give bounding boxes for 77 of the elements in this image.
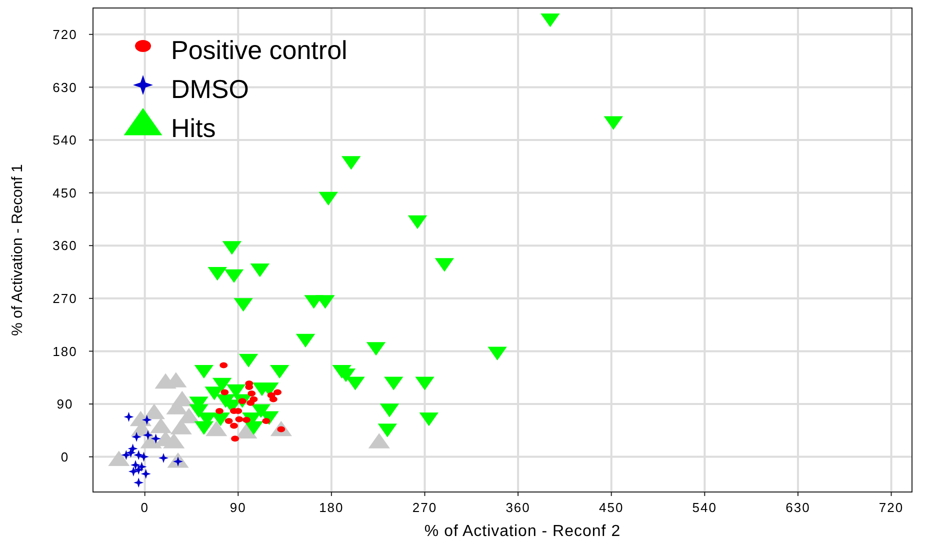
point: [366, 342, 386, 356]
point: [158, 452, 168, 463]
point: [270, 364, 290, 379]
point: [316, 295, 335, 309]
point: [604, 116, 624, 130]
point: [234, 298, 253, 312]
point: [242, 416, 250, 423]
x-tick-label: 450: [599, 500, 624, 515]
x-tick-label: 0: [140, 500, 149, 515]
point: [134, 450, 144, 460]
x-tick-label: 270: [412, 500, 438, 515]
point: [250, 263, 270, 278]
point: [246, 400, 255, 406]
point: [142, 414, 152, 425]
point: [231, 436, 240, 442]
y-tick-label: 630: [52, 80, 78, 95]
legend-label: Hits: [171, 112, 216, 143]
y-tick-label: 720: [52, 26, 78, 42]
y-tick-label: 90: [56, 396, 74, 412]
point: [121, 450, 132, 460]
point: [230, 422, 238, 429]
point: [126, 448, 136, 458]
point: [208, 266, 228, 281]
point: [244, 421, 264, 435]
point: [194, 364, 214, 379]
point: [540, 14, 560, 28]
x-tick-label: 720: [878, 500, 904, 515]
point: [224, 418, 233, 424]
point: [194, 421, 214, 435]
x-tick-label: 360: [506, 500, 530, 515]
point: [488, 346, 507, 360]
x-axis-title: % of Activation - Reconf 2: [424, 523, 621, 540]
point: [274, 389, 282, 396]
point: [269, 396, 278, 402]
x-tick-label: 90: [230, 500, 246, 515]
x-tick-label: 630: [786, 500, 810, 515]
point: [238, 354, 258, 368]
y-tick-label: 540: [52, 132, 78, 148]
point: [384, 376, 404, 390]
point: [140, 468, 151, 479]
point: [222, 241, 242, 255]
point: [220, 389, 229, 396]
y-tick-label: 360: [52, 238, 78, 254]
x-tick-label: 180: [319, 500, 344, 515]
point: [342, 156, 361, 170]
point: [124, 412, 134, 422]
point: [419, 412, 438, 426]
y-tick-label: 0: [60, 449, 70, 464]
point: [220, 362, 228, 368]
point: [215, 408, 224, 414]
point: [296, 334, 316, 348]
legend-label: DMSO: [171, 74, 249, 104]
legend-label: Positive control: [171, 34, 348, 65]
point: [346, 376, 365, 390]
point: [235, 416, 244, 422]
point: [142, 430, 153, 440]
point: [134, 478, 144, 488]
point: [132, 432, 142, 442]
point: [378, 424, 398, 438]
point: [128, 466, 138, 476]
y-axis-title: % of Activation - Reconf 1: [9, 164, 26, 336]
point: [248, 390, 256, 396]
point: [380, 404, 400, 418]
y-tick-label: 270: [52, 290, 78, 306]
point: [318, 192, 338, 206]
point: [262, 418, 270, 424]
point: [434, 258, 454, 272]
y-tick-label: 450: [52, 185, 78, 200]
point: [415, 376, 434, 390]
point: [130, 460, 141, 470]
point: [134, 464, 144, 475]
point: [138, 452, 149, 462]
x-tick-label: 540: [692, 500, 718, 515]
y-tick-label: 180: [52, 344, 78, 359]
point: [189, 404, 208, 418]
point: [224, 269, 244, 283]
point: [408, 215, 428, 229]
